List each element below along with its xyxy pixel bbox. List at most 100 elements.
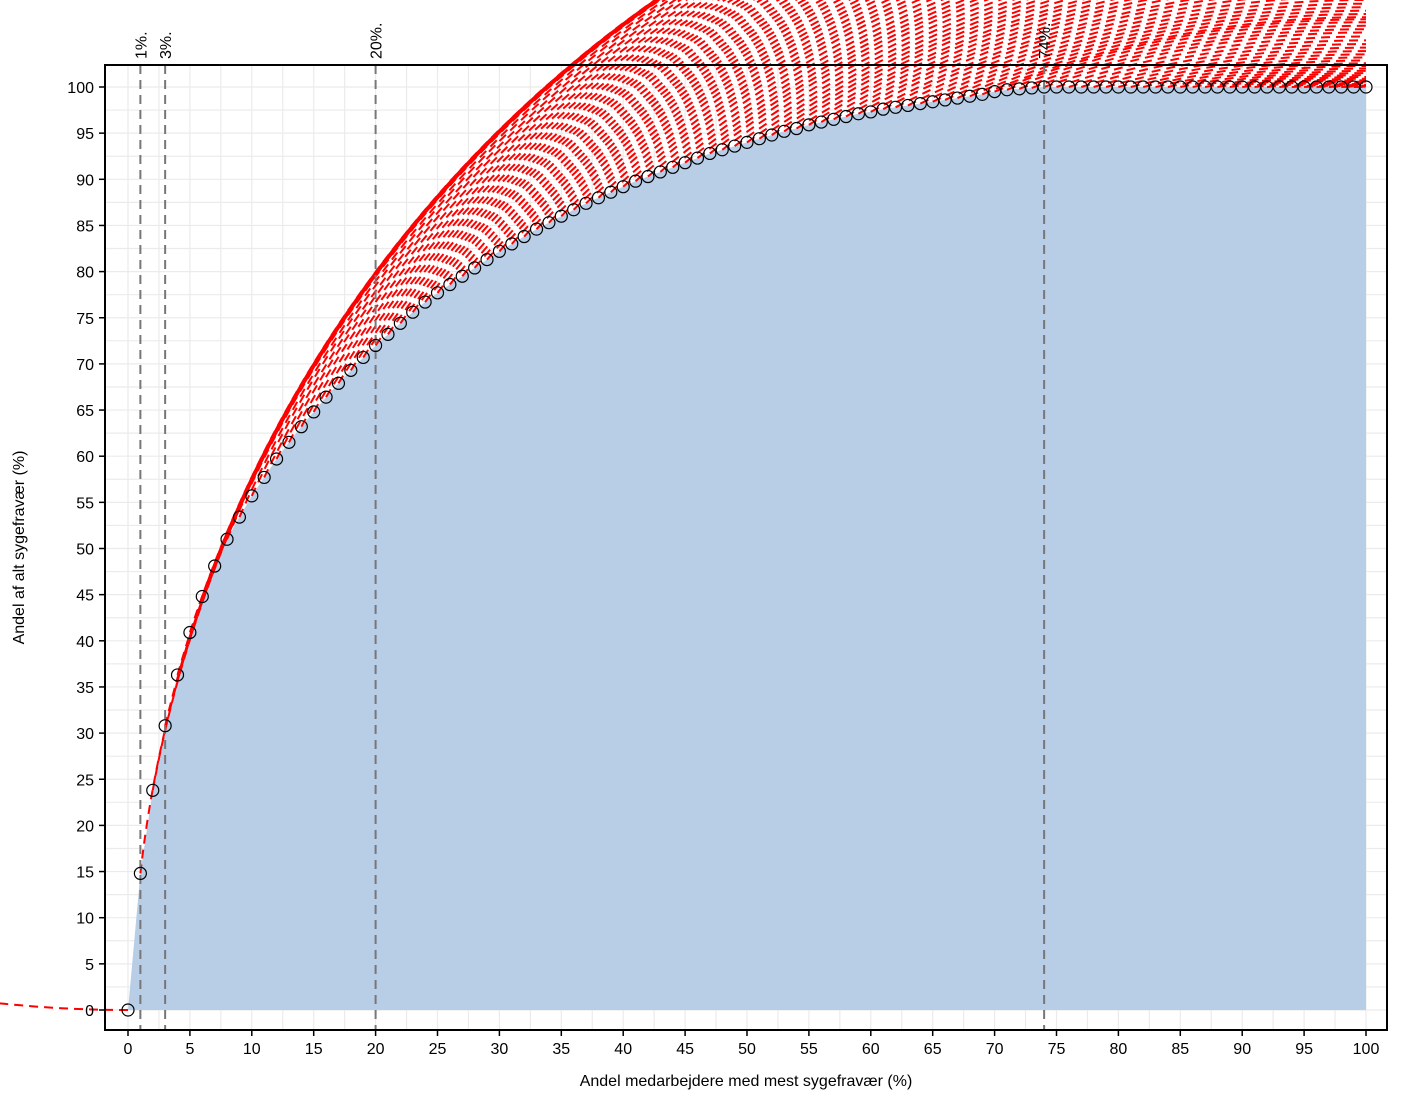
data-point bbox=[257, 470, 271, 485]
data-point bbox=[294, 420, 308, 434]
data-point bbox=[232, 510, 247, 524]
red-dashed-ray bbox=[1254, 79, 1367, 88]
red-dashed-ray bbox=[151, 0, 661, 791]
x-tick-label: 40 bbox=[614, 1041, 632, 1058]
data-point bbox=[418, 295, 432, 309]
x-tick-label: 50 bbox=[738, 1041, 756, 1058]
x-tick-label: 90 bbox=[1233, 1041, 1251, 1058]
red-dashed-ray bbox=[1217, 74, 1367, 88]
red-dashed-ray bbox=[981, 16, 1367, 96]
x-tick-label: 95 bbox=[1295, 1041, 1313, 1058]
data-point bbox=[876, 102, 890, 116]
area-under-curve bbox=[128, 87, 1366, 1010]
data-point bbox=[888, 100, 903, 114]
red-dashed-ray bbox=[895, 0, 1249, 109]
y-tick-label: 75 bbox=[76, 311, 94, 328]
reference-line-label: 3%. bbox=[158, 31, 175, 59]
data-point bbox=[777, 124, 791, 138]
data-point bbox=[121, 1003, 135, 1017]
data-point bbox=[133, 866, 147, 880]
data-point bbox=[975, 87, 989, 101]
data-point bbox=[245, 489, 259, 503]
data-point bbox=[282, 435, 296, 449]
reference-line-label: 20%. bbox=[369, 23, 386, 59]
x-tick-label: 55 bbox=[800, 1041, 818, 1058]
axis-ticks: 0 5 10 15 20 25 30 35 40 45 50 55 60 65 70 75 80 85 90 95 10… bbox=[67, 80, 1379, 1058]
red-dashed-ray bbox=[250, 0, 672, 497]
red-dashed-ray bbox=[1229, 76, 1367, 88]
x-tick-label: 5 bbox=[185, 1041, 194, 1058]
data-point bbox=[369, 338, 383, 353]
x-tick-label: 70 bbox=[986, 1041, 1004, 1058]
red-dashed-ray bbox=[201, 0, 658, 597]
data-point bbox=[864, 105, 878, 119]
red-dashed-ray bbox=[820, 0, 1116, 123]
x-tick-label: 75 bbox=[1048, 1041, 1066, 1058]
data-point bbox=[789, 121, 804, 136]
data-point bbox=[591, 191, 606, 205]
red-dashed-ray bbox=[647, 0, 933, 178]
red-dashed-ray bbox=[461, 0, 790, 277]
y-tick-label: 5 bbox=[85, 957, 94, 974]
reference-line-label: 1%. bbox=[133, 31, 150, 59]
data-point bbox=[468, 261, 482, 275]
data-point bbox=[752, 132, 766, 146]
data-point bbox=[208, 559, 222, 573]
y-tick-label: 45 bbox=[76, 588, 94, 605]
data-point bbox=[406, 305, 420, 319]
data-point bbox=[765, 128, 779, 142]
x-tick-label: 15 bbox=[305, 1041, 323, 1058]
data-point bbox=[183, 625, 197, 640]
red-dashed-ray bbox=[1006, 21, 1367, 91]
y-tick-label: 100 bbox=[67, 80, 94, 97]
red-dashed-ray bbox=[672, 0, 956, 169]
red-dashed-ray bbox=[1043, 31, 1367, 88]
red-dashed-ray bbox=[585, 0, 880, 205]
red-dashed-ray bbox=[349, 0, 721, 371]
x-tick-label: 10 bbox=[243, 1041, 261, 1058]
data-point bbox=[604, 185, 618, 199]
y-tick-label: 60 bbox=[76, 449, 94, 466]
y-tick-label: 90 bbox=[76, 172, 94, 189]
y-tick-label: 0 bbox=[85, 1003, 94, 1020]
data-point bbox=[170, 668, 185, 682]
data-point bbox=[666, 160, 680, 174]
red-dashed-ray bbox=[907, 0, 1290, 107]
red-dashed-ray bbox=[213, 0, 659, 567]
x-tick-label: 80 bbox=[1110, 1041, 1128, 1058]
x-tick-label: 60 bbox=[862, 1041, 880, 1058]
red-dashed-ray bbox=[523, 0, 833, 238]
data-point bbox=[356, 350, 370, 365]
red-dashed-ray bbox=[994, 18, 1367, 93]
data-point bbox=[827, 112, 841, 126]
red-dashed-ray bbox=[783, 0, 1069, 133]
data-point bbox=[715, 143, 729, 157]
red-dashed-ray bbox=[1291, 83, 1367, 88]
x-tick-label: 45 bbox=[676, 1041, 694, 1058]
red-dashed-ray bbox=[300, 0, 695, 428]
red-dashed-ray bbox=[288, 0, 688, 443]
red-dashed-ray bbox=[833, 0, 1133, 121]
y-tick-label: 30 bbox=[76, 726, 94, 743]
y-tick-label: 10 bbox=[76, 911, 94, 928]
y-tick-label: 35 bbox=[76, 680, 94, 697]
red-dashed-ray bbox=[734, 0, 1016, 147]
y-tick-label: 95 bbox=[76, 126, 94, 143]
data-point bbox=[703, 146, 717, 161]
data-point bbox=[480, 253, 494, 267]
red-dashed-ray bbox=[411, 0, 756, 313]
reference-line-label: 74%. bbox=[1037, 23, 1054, 59]
data-point bbox=[195, 589, 209, 604]
data-point bbox=[678, 156, 692, 170]
data-point bbox=[653, 165, 667, 179]
x-tick-label: 35 bbox=[552, 1041, 570, 1058]
x-tick-label: 20 bbox=[367, 1041, 385, 1058]
data-point bbox=[1359, 80, 1373, 94]
data-point bbox=[728, 139, 742, 153]
red-dashed-ray bbox=[957, 9, 1367, 99]
red-dashed-ray bbox=[238, 0, 667, 518]
data-point bbox=[963, 89, 977, 103]
x-tick-label: 85 bbox=[1171, 1041, 1189, 1058]
data-point bbox=[443, 277, 457, 292]
y-tick-label: 50 bbox=[76, 542, 94, 559]
